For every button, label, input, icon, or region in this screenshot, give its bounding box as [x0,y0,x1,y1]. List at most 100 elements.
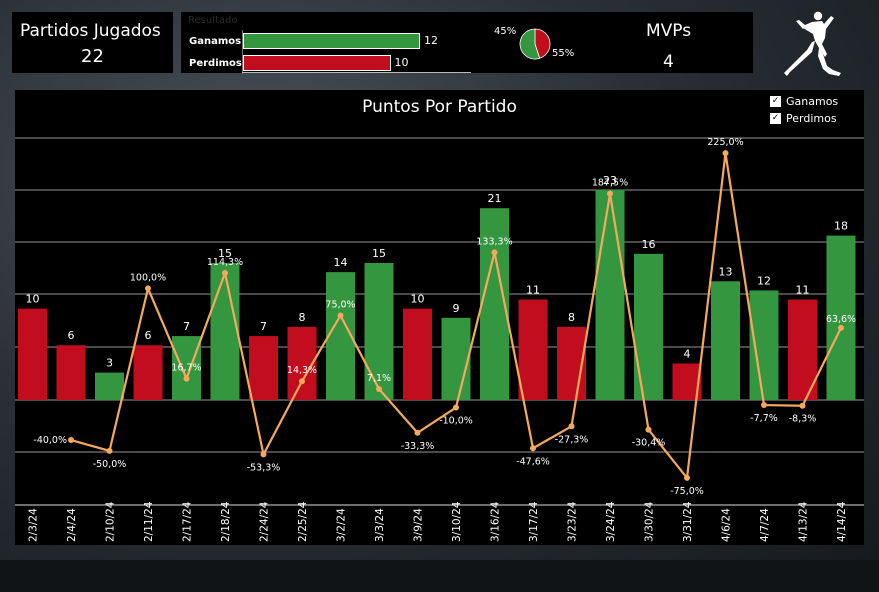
pct-point-16[interactable] [645,426,652,433]
result-bar-ganamos[interactable] [243,33,420,49]
bar-6[interactable] [249,336,278,400]
pct-label-13: -47,6% [516,456,550,467]
bottom-strip [0,560,879,592]
pct-point-18[interactable] [722,150,729,157]
x-tick-2: 2/10/24 [105,501,117,542]
bar-label-1: 6 [68,329,75,342]
pct-point-11[interactable] [453,404,459,411]
bar-label-18: 13 [719,265,733,278]
pct-point-12[interactable] [491,249,498,256]
bar-label-14: 8 [568,311,575,324]
pct-point-21[interactable] [838,324,844,331]
bar-label-19: 12 [757,274,771,287]
checkbox-ganamos-icon[interactable]: ✓ [770,96,781,107]
bar-label-15: 23 [603,174,617,187]
bar-15[interactable] [595,189,625,400]
bar-9[interactable] [364,263,394,400]
bar-label-3: 6 [145,329,152,342]
kpi-games-value: 22 [81,46,104,67]
x-tick-10: 3/9/24 [413,508,425,542]
x-tick-18: 4/6/24 [721,508,733,542]
result-label-perdimos: Perdimos [189,58,242,69]
pct-label-11: -10,0% [439,416,473,427]
pct-point-3[interactable] [145,285,151,292]
legend-item-perdimos[interactable]: ✓ Perdimos [770,112,837,125]
pct-point-15[interactable] [607,190,613,197]
bar-20[interactable] [788,299,817,400]
bar-label-11: 9 [453,302,460,315]
result-baseline [242,72,471,73]
pct-point-14[interactable] [568,423,575,430]
bar-label-12: 21 [488,192,502,205]
pct-point-2[interactable] [106,447,113,454]
bar-label-0: 10 [26,293,40,306]
pct-point-9[interactable] [376,386,382,393]
pct-label-4: 16,7% [171,363,201,374]
checkbox-perdimos-icon[interactable]: ✓ [770,113,781,124]
bar-13[interactable] [518,299,548,400]
bar-label-20: 11 [796,284,810,297]
pct-label-7: 14,3% [287,365,317,376]
pct-label-17: -75,0% [670,486,704,497]
bar-1[interactable] [56,345,86,400]
bar-label-2: 3 [106,357,113,370]
x-tick-14: 3/23/24 [567,501,579,542]
x-tick-21: 4/14/24 [836,501,848,542]
pct-point-20[interactable] [799,402,806,409]
x-tick-11: 3/10/24 [451,501,463,542]
x-tick-1: 2/4/24 [66,508,78,542]
x-tick-19: 4/7/24 [759,508,771,542]
result-pie-chart[interactable] [518,27,552,61]
result-axis [242,30,243,74]
pct-point-19[interactable] [761,402,767,409]
pct-point-7[interactable] [299,378,305,385]
pct-point-4[interactable] [183,375,190,382]
pct-label-1: -40,0% [33,435,67,446]
pct-point-6[interactable] [260,451,267,458]
pie-slice-0[interactable] [534,28,551,59]
bar-4[interactable] [172,336,201,400]
x-tick-17: 3/31/24 [682,501,694,542]
result-panel: Resultado Ganamos 12 Perdimos 10 45% 55%… [181,12,753,74]
legend-item-ganamos[interactable]: ✓ Ganamos [770,95,838,108]
bar-18[interactable] [711,281,740,400]
bar-label-4: 7 [183,320,190,333]
pct-point-17[interactable] [684,474,690,481]
x-tick-9: 3/3/24 [374,508,386,542]
bar-label-8: 14 [334,256,348,269]
chart-title: Puntos Por Partido [362,97,517,117]
bar-label-9: 15 [372,247,386,260]
pct-point-5[interactable] [222,269,228,276]
pct-point-13[interactable] [530,445,536,452]
bar-16[interactable] [634,253,663,400]
x-tick-20: 4/13/24 [798,501,810,542]
points-chart-panel: 10 6 3 6 7 15 7 8 14 15 10 9 21 11 8 23 16 4 13 12 11 18 -40,0… [15,90,864,545]
bar-label-6: 7 [260,320,267,333]
bar-0[interactable] [18,308,47,400]
x-tick-3: 2/11/24 [143,501,155,542]
bar-5[interactable] [210,263,240,400]
pct-label-18: 225,0% [707,137,743,148]
pie-label-ganamos: 55% [552,48,575,59]
bar-21[interactable] [826,235,856,400]
pct-label-19: -7,7% [750,413,778,424]
bar-2[interactable] [95,372,124,400]
bar-11[interactable] [441,317,471,400]
result-label-ganamos: Ganamos [189,36,242,47]
pct-label-9: 7,1% [367,373,391,384]
pie-slice-1[interactable] [519,28,541,60]
kpi-games-title: Partidos Jugados [20,21,161,41]
bar-3[interactable] [133,345,163,400]
x-tick-6: 2/24/24 [259,501,271,542]
pct-label-2: -50,0% [93,459,127,470]
bar-label-17: 4 [684,347,691,360]
bar-10[interactable] [403,308,432,400]
mvps-value: 4 [663,52,674,72]
bar-label-21: 18 [834,220,848,233]
legend-label-perdimos: Perdimos [786,112,837,125]
pct-point-10[interactable] [414,429,421,436]
pct-point-1[interactable] [68,437,74,444]
x-tick-16: 3/30/24 [644,501,656,542]
result-bar-perdimos[interactable] [243,55,391,71]
pct-point-8[interactable] [337,312,344,319]
